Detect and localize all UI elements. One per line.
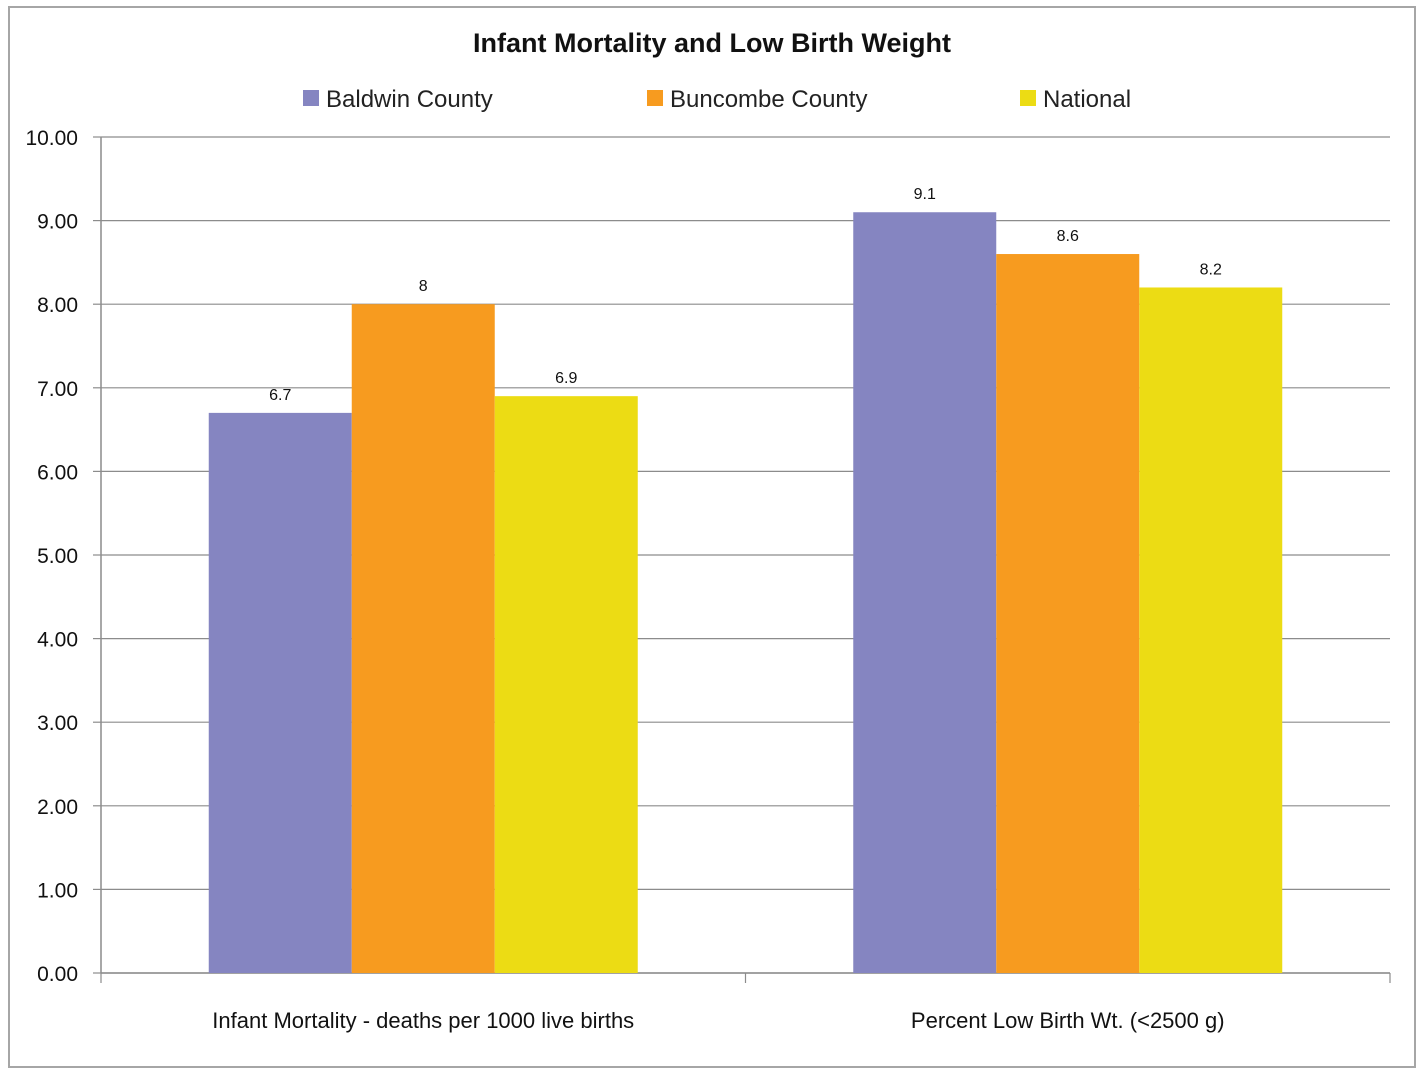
legend-swatch: [1020, 90, 1036, 106]
legend-label: Baldwin County: [326, 86, 493, 113]
x-category-label: Percent Low Birth Wt. (<2500 g): [911, 1008, 1225, 1033]
data-label: 8.6: [1057, 228, 1079, 245]
y-tick-label: 10.00: [25, 127, 78, 150]
legend-label: National: [1043, 86, 1131, 113]
bar: [1139, 287, 1283, 974]
bar: [853, 212, 997, 974]
legend-label: Buncombe County: [670, 86, 867, 113]
data-label: 6.9: [555, 370, 577, 387]
y-tick-label: 1.00: [37, 879, 78, 902]
data-label: 8: [419, 278, 428, 295]
chart-title: Infant Mortality and Low Birth Weight: [473, 28, 951, 58]
data-label: 8.2: [1200, 261, 1222, 278]
bar: [996, 254, 1140, 974]
bars: 6.7 8 6.9 9.1 8.6 8.2: [208, 186, 1283, 974]
x-axis: Infant Mortality - deaths per 1000 live …: [100, 972, 1391, 1033]
y-tick-label: 6.00: [37, 461, 78, 484]
data-label: 6.7: [269, 387, 291, 404]
y-tick-label: 8.00: [37, 294, 78, 317]
legend-swatch: [303, 90, 319, 106]
y-axis: 0.00 1.00 2.00 3.00 4.00 5.00 6.00 7.00 8.00 9.00…: [25, 127, 102, 986]
y-tick-label: 2.00: [37, 796, 78, 819]
legend-swatch: [647, 90, 663, 106]
y-tick-label: 9.00: [37, 211, 78, 234]
data-label: 9.1: [914, 186, 936, 203]
y-tick-label: 4.00: [37, 629, 78, 652]
legend: Baldwin County Buncombe County National: [303, 86, 1131, 113]
bar: [351, 304, 495, 973]
y-tick-label: 5.00: [37, 545, 78, 568]
bar: [494, 396, 638, 973]
y-tick-label: 0.00: [37, 963, 78, 986]
x-category-label: Infant Mortality - deaths per 1000 live …: [212, 1008, 634, 1033]
bar: [208, 412, 352, 973]
y-tick-label: 3.00: [37, 712, 78, 735]
y-tick-label: 7.00: [37, 378, 78, 401]
